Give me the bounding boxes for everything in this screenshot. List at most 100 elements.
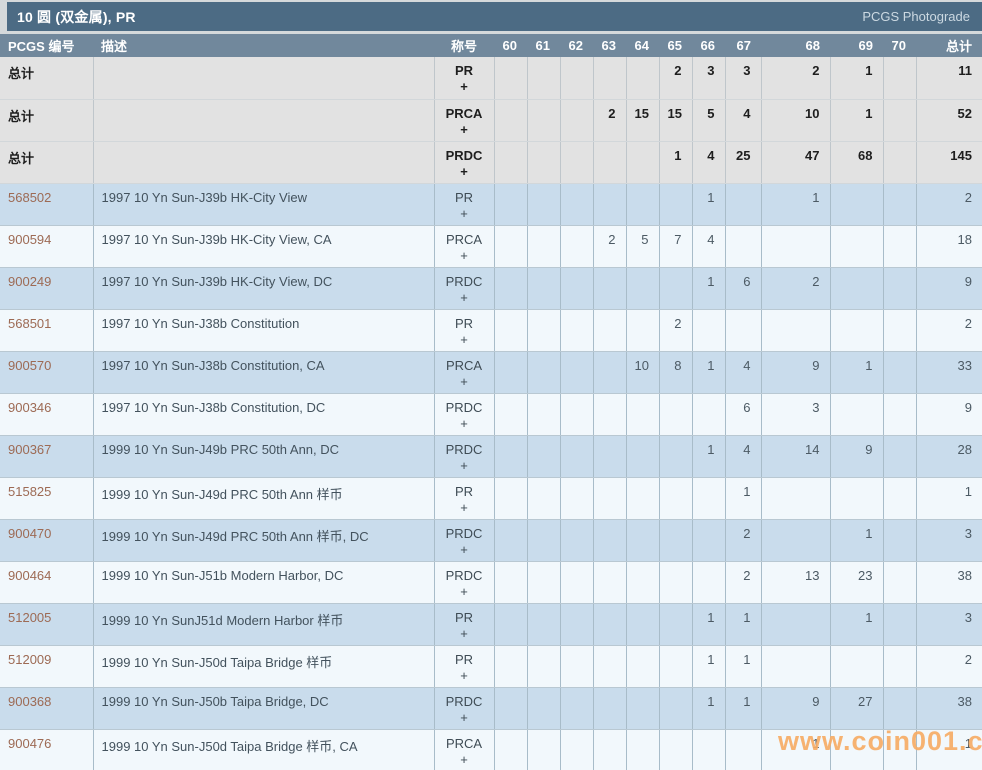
total-cell: 28 [916,435,982,478]
table-row: 512005 1999 10 Yn SunJ51d Modern Harbor … [0,603,982,646]
grade-count-cell [494,393,528,436]
grade-count-cell: 1 [830,57,884,100]
grade-count-cell [494,309,528,352]
column-header-description: 描述 [93,34,434,57]
pcgs-number-link[interactable]: 900476 [8,735,52,751]
grade-count-cell [883,687,917,730]
grade-count-cell: 1 [692,351,726,394]
table-row: 900570 1997 10 Yn Sun-J38b Constitution,… [0,351,982,394]
total-cell: 9 [916,393,982,436]
grade-count-cell [527,477,561,520]
column-header-grade-70: 70 [883,34,916,57]
grade-count-cell: 2 [725,561,762,604]
total-cell: 38 [916,687,982,730]
grade-count-cell: 1 [830,519,884,562]
grade-count-cell [560,393,594,436]
column-header-designation: 称号 [434,34,494,57]
pcgs-number-link[interactable]: 900368 [8,693,52,709]
column-header-grade-65: 65 [659,34,692,57]
grade-count-cell [761,603,831,646]
grade-count-cell [494,519,528,562]
designation-cell: PR + [434,603,495,646]
pcgs-number-link[interactable]: 568501 [8,315,52,331]
grade-count-cell [883,225,917,268]
designation-cell: PR + [434,183,495,226]
grade-count-cell: 2 [725,519,762,562]
grade-count-cell [560,603,594,646]
designation-cell: PRDC + [434,687,495,730]
grade-count-cell [830,645,884,688]
pcgs-number-link[interactable]: 900367 [8,441,52,457]
designation-plus: + [460,709,468,725]
grade-count-cell: 2 [761,57,831,100]
pcgs-number-link[interactable]: 900470 [8,525,52,541]
designation-plus: + [460,247,468,263]
pcgs-number-link[interactable]: 900594 [8,231,52,247]
grade-count-cell: 8 [659,351,693,394]
grade-count-cell [883,267,917,310]
grade-count-cell [626,309,660,352]
grade-count-cell [761,309,831,352]
page-title: 10 圆 (双金属), PR [17,8,136,25]
designation-label: PRCA [445,357,483,373]
table-row: 900470 1999 10 Yn Sun-J49d PRC 50th Ann … [0,519,982,562]
total-cell: 1 [916,477,982,520]
table-header: PCGS 编号 描述 称号 60 61 62 63 64 65 66 67 68… [0,34,982,57]
description-cell [93,99,435,142]
grade-count-cell [494,435,528,478]
pcgs-number-link[interactable]: 900464 [8,567,52,583]
grade-count-cell [883,183,917,226]
pcgs-number-link[interactable]: 568502 [8,189,52,205]
designation-plus: + [460,541,468,557]
description-cell: 1997 10 Yn Sun-J39b HK-City View [93,183,435,226]
pcgs-number-cell: 900594 [0,225,94,268]
designation-cell: PRDC + [434,141,495,184]
grade-count-cell [560,729,594,770]
grade-count-cell [692,309,726,352]
grade-count-cell [626,603,660,646]
grade-count-cell [830,183,884,226]
grade-count-cell [659,477,693,520]
pcgs-number-link[interactable]: 900346 [8,399,52,415]
designation-plus: + [460,121,468,137]
grade-count-cell [761,225,831,268]
grade-count-cell [560,519,594,562]
grade-count-cell [560,561,594,604]
pcgs-number-link[interactable]: 900570 [8,357,52,373]
grade-count-cell: 1 [659,141,693,184]
grade-count-cell: 2 [593,99,627,142]
photograde-link[interactable]: PCGS Photograde [862,9,970,24]
designation-label: PRCA [445,735,483,751]
grade-count-cell: 4 [692,225,726,268]
grade-count-cell [560,183,594,226]
grade-count-cell: 7 [659,225,693,268]
grade-count-cell [692,729,726,770]
description-cell: 1999 10 Yn Sun-J49b PRC 50th Ann, DC [93,435,435,478]
grade-count-cell: 3 [725,57,762,100]
grade-count-cell: 10 [761,99,831,142]
designation-label: PRDC [445,693,483,709]
grade-count-cell: 15 [659,99,693,142]
grade-count-cell [725,183,762,226]
grade-count-cell: 2 [659,57,693,100]
grade-count-cell [659,687,693,730]
grade-count-cell [692,393,726,436]
grade-count-cell [626,729,660,770]
pcgs-number-link[interactable]: 512005 [8,609,52,625]
designation-label: PRDC [445,147,483,163]
designation-cell: PR + [434,57,495,100]
grade-count-cell [593,393,627,436]
grade-count-cell [692,519,726,562]
grade-count-cell: 1 [830,99,884,142]
grade-count-cell [626,267,660,310]
pcgs-number-link[interactable]: 512009 [8,651,52,667]
grade-count-cell: 4 [725,99,762,142]
total-cell: 38 [916,561,982,604]
pcgs-number-link[interactable]: 515825 [8,483,52,499]
column-header-grade-66: 66 [692,34,725,57]
designation-cell: PRCA + [434,99,495,142]
description-cell: 1997 10 Yn Sun-J39b HK-City View, CA [93,225,435,268]
grade-count-cell [626,57,660,100]
pcgs-number-link[interactable]: 900249 [8,273,52,289]
grade-count-cell [560,57,594,100]
